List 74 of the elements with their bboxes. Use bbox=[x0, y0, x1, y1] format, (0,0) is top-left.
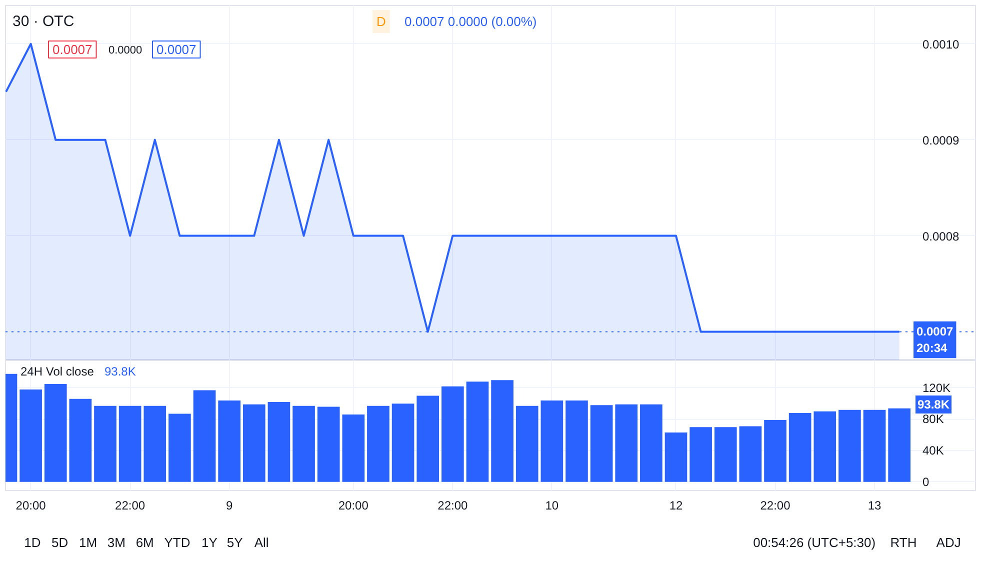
bar bbox=[242, 404, 266, 482]
bar bbox=[268, 402, 290, 482]
bar bbox=[218, 400, 240, 482]
bar bbox=[739, 426, 762, 482]
annotation: 0.0007 bbox=[52, 42, 92, 57]
x-tick-label: 20:00 bbox=[338, 498, 369, 512]
bar bbox=[590, 405, 613, 482]
bar bbox=[540, 400, 564, 482]
text: All bbox=[254, 535, 269, 550]
text: YTD bbox=[164, 535, 190, 550]
x-tick-label: 9 bbox=[226, 498, 233, 512]
annotation: 0.0007 0.0000 (0.00%) bbox=[404, 14, 537, 29]
y-tick-label: 120K bbox=[922, 380, 951, 395]
bar bbox=[888, 408, 910, 482]
bar bbox=[690, 427, 712, 482]
bar bbox=[20, 389, 42, 482]
bar bbox=[168, 414, 191, 482]
bar bbox=[615, 404, 638, 482]
bar bbox=[44, 384, 67, 482]
text: 6M bbox=[136, 535, 154, 550]
text: ADJ bbox=[936, 535, 961, 550]
x-tick-label: 12 bbox=[669, 498, 683, 512]
text: 93.8K bbox=[918, 398, 950, 412]
bar bbox=[392, 404, 414, 482]
text: 1D bbox=[24, 535, 41, 550]
bar bbox=[664, 432, 688, 482]
bar bbox=[491, 380, 514, 482]
bar bbox=[416, 396, 440, 482]
bar bbox=[863, 410, 886, 482]
x-tick-label: 20:00 bbox=[16, 498, 46, 512]
text: 1M bbox=[78, 535, 98, 550]
text: 3M bbox=[107, 535, 126, 550]
annotation: 0.0007 bbox=[156, 42, 196, 57]
bar bbox=[292, 406, 315, 482]
bar bbox=[367, 406, 390, 482]
ref-line-label: 0.0007 20:34 bbox=[916, 324, 954, 356]
text: 5Y bbox=[226, 535, 244, 550]
text: 30 · OTC bbox=[12, 13, 74, 30]
bar bbox=[788, 412, 812, 482]
bar bbox=[442, 386, 464, 482]
x-tick-label: 22:00 bbox=[438, 498, 468, 512]
text: 5D bbox=[52, 535, 68, 550]
bar bbox=[764, 420, 786, 482]
x-tick-label: 22:00 bbox=[115, 498, 146, 512]
x-tick-label: 22:00 bbox=[760, 498, 791, 512]
bar bbox=[144, 406, 166, 482]
bar bbox=[838, 410, 861, 482]
annotation: D bbox=[376, 14, 386, 29]
annotation: 0.0000 bbox=[108, 44, 142, 56]
bar bbox=[640, 404, 662, 482]
chart-subtitle: 93.8K bbox=[104, 364, 136, 378]
bar bbox=[466, 382, 489, 482]
x-tick-label: 10 bbox=[545, 498, 559, 512]
text: RTH bbox=[890, 535, 917, 550]
bar bbox=[566, 400, 588, 482]
chart-title: 24H Vol close bbox=[20, 364, 94, 378]
text: 00:54:26 (UTC+5:30) bbox=[753, 535, 876, 550]
bar bbox=[342, 414, 365, 482]
y-tick-label: 0.0008 bbox=[922, 229, 960, 244]
y-tick-label: 0 bbox=[922, 474, 930, 489]
bar bbox=[69, 398, 92, 482]
bar bbox=[516, 406, 538, 482]
y-tick-label: 0.0010 bbox=[922, 37, 960, 52]
bar bbox=[94, 406, 116, 482]
x-tick-label: 13 bbox=[868, 498, 882, 512]
bar bbox=[814, 411, 836, 482]
bar bbox=[317, 406, 340, 482]
text: 1Y bbox=[201, 535, 218, 550]
y-tick-label: 0.0009 bbox=[922, 133, 960, 148]
y-tick-label: 80K bbox=[922, 412, 944, 426]
bar bbox=[193, 390, 216, 482]
bar bbox=[118, 406, 142, 482]
bar bbox=[714, 427, 737, 482]
y-tick-label: 40K bbox=[922, 444, 944, 458]
